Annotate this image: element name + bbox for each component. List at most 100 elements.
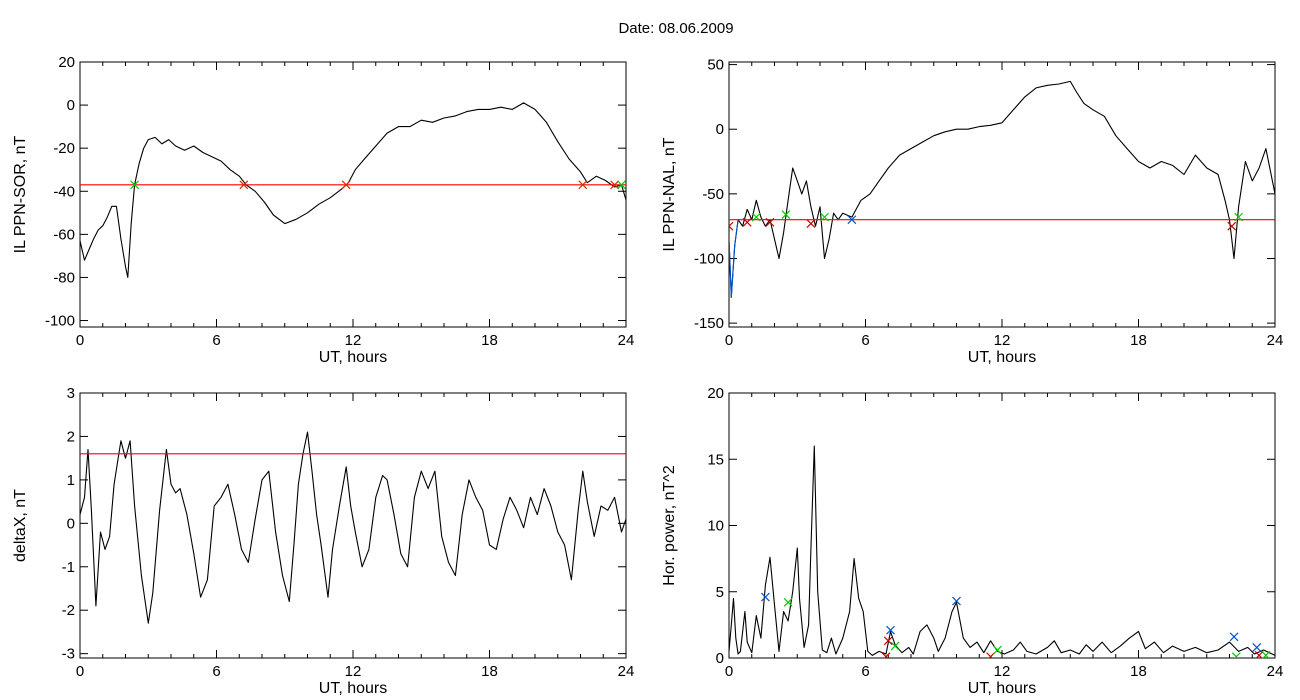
marker-stroke xyxy=(729,221,734,228)
x-tick-label: 24 xyxy=(1267,663,1284,680)
data-marker xyxy=(806,219,816,229)
y-tick-label: -2 xyxy=(62,602,75,619)
plot-frame xyxy=(79,392,627,659)
x-tick-label: 6 xyxy=(861,332,869,349)
x-tick-label: 12 xyxy=(345,332,362,349)
y-tick-label: 50 xyxy=(707,57,724,74)
marker-stroke xyxy=(820,212,829,222)
chart-panel-3: 0 6 12 18 24 3 2 1 0 -1 -2 -3 UT, hours deltaX, nT xyxy=(12,385,634,697)
marker-stroke xyxy=(993,645,1002,655)
y-tick-label: -100 xyxy=(694,250,724,267)
marker-stroke xyxy=(886,625,895,635)
x-tick-label: 0 xyxy=(725,332,733,349)
y-tick-label: 5 xyxy=(716,584,724,601)
plot-frame xyxy=(728,61,1276,328)
data-marker xyxy=(1261,650,1271,658)
y-tick-label: 0 xyxy=(67,515,75,532)
marker-stroke xyxy=(781,210,791,219)
marker-stroke xyxy=(1229,632,1239,642)
y-axis-label: IL PPN-NAL, nT xyxy=(661,137,678,251)
x-tick-label: 0 xyxy=(725,663,733,680)
data-marker xyxy=(1229,632,1239,642)
y-tick-label: -150 xyxy=(694,315,724,332)
marker-stroke xyxy=(1262,650,1271,658)
marker-stroke xyxy=(239,180,249,190)
data-marker xyxy=(986,652,996,658)
y-tick-label: 1 xyxy=(67,472,75,489)
data-marker xyxy=(765,217,775,227)
data-marker xyxy=(783,597,793,607)
x-tick-label: 24 xyxy=(618,332,635,349)
data-marker xyxy=(610,180,620,190)
plot-frame xyxy=(79,61,627,328)
data-marker xyxy=(1231,652,1241,658)
plot-area xyxy=(729,80,1275,298)
x-axis-label: UT, hours xyxy=(319,680,387,697)
marker-stroke xyxy=(1255,650,1264,658)
marker-stroke xyxy=(130,180,140,190)
marker-stroke xyxy=(988,652,996,658)
marker-stroke xyxy=(341,180,351,190)
data-marker xyxy=(890,641,900,651)
data-marker xyxy=(781,210,791,219)
series-line-1 xyxy=(729,445,1275,656)
x-tick-label: 18 xyxy=(1130,332,1147,349)
data-marker xyxy=(847,215,857,225)
x-tick-label: 0 xyxy=(76,332,84,349)
marker-stroke xyxy=(1234,652,1241,658)
data-marker xyxy=(993,645,1002,655)
data-marker xyxy=(1227,221,1237,231)
chart-panel-4: 0 6 12 18 24 20 15 10 5 0 UT, hours Hor. power, nT^… xyxy=(661,385,1283,697)
plot-area xyxy=(80,102,626,278)
marker-stroke xyxy=(883,652,891,658)
series-line-1 xyxy=(80,102,626,278)
y-tick-label: 3 xyxy=(67,385,75,402)
series-line-1 xyxy=(80,431,626,624)
x-tick-label: 24 xyxy=(1267,332,1284,349)
x-tick-label: 12 xyxy=(345,663,362,680)
data-marker xyxy=(617,180,626,190)
y-tick-label: 0 xyxy=(67,97,75,114)
plot-frame xyxy=(728,392,1276,659)
y-tick-label: -20 xyxy=(53,140,75,157)
x-tick-label: 6 xyxy=(212,332,220,349)
x-tick-label: 12 xyxy=(994,663,1011,680)
y-tick-label: -60 xyxy=(53,226,75,243)
y-tick-label: -80 xyxy=(53,269,75,286)
marker-stroke xyxy=(1234,212,1244,222)
marker-stroke xyxy=(890,641,900,651)
y-tick-label: -40 xyxy=(53,183,75,200)
y-axis-label: IL PPN-SOR, nT xyxy=(12,135,29,253)
plot-area xyxy=(80,431,626,624)
data-marker xyxy=(239,180,249,190)
data-marker xyxy=(952,596,961,606)
marker-stroke xyxy=(610,180,620,190)
x-axis-label: UT, hours xyxy=(968,349,1036,366)
figure-title: Date: 08.06.2009 xyxy=(618,20,733,37)
marker-stroke xyxy=(617,180,626,190)
y-tick-label: -100 xyxy=(45,313,75,330)
marker-stroke xyxy=(952,596,961,606)
y-tick-label: 2 xyxy=(67,428,75,445)
data-marker xyxy=(751,212,761,222)
y-tick-label: 0 xyxy=(716,121,724,138)
data-marker xyxy=(760,592,770,602)
x-tick-label: 18 xyxy=(481,332,498,349)
plot-area xyxy=(729,445,1275,658)
x-tick-label: 6 xyxy=(212,663,220,680)
marker-stroke xyxy=(847,215,857,225)
marker-stroke xyxy=(783,597,793,607)
marker-stroke xyxy=(751,212,761,222)
y-tick-label: 20 xyxy=(707,385,724,402)
data-marker xyxy=(578,180,588,190)
data-marker xyxy=(1254,650,1264,658)
data-marker xyxy=(742,217,752,227)
marker-stroke xyxy=(1227,221,1237,231)
x-tick-label: 12 xyxy=(994,332,1011,349)
x-axis-label: UT, hours xyxy=(319,349,387,366)
y-tick-label: 10 xyxy=(707,518,724,535)
data-marker xyxy=(820,212,829,222)
x-tick-label: 18 xyxy=(481,663,498,680)
series-line-1 xyxy=(729,80,1275,298)
